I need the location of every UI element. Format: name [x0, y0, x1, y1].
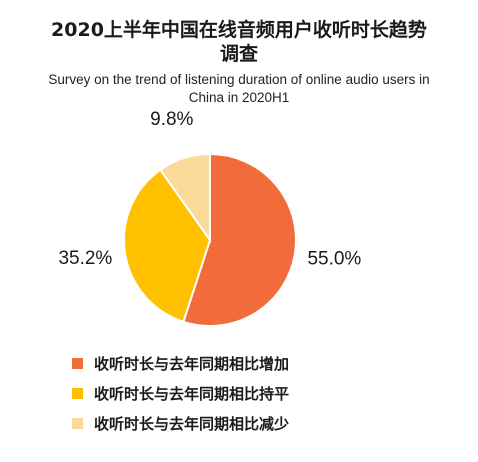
slice-increase [182, 152, 297, 327]
data-label-increase: 55.0% [307, 249, 361, 270]
chart-subtitle-line-1: Survey on the trend of listening duratio… [48, 72, 430, 87]
legend-label-decrease: 收听时长与去年同期相比减少 [94, 414, 290, 433]
legend-item-increase: 收听时长与去年同期相比增加 [72, 348, 432, 378]
legend-item-flat: 收听时长与去年同期相比持平 [72, 378, 432, 408]
chart-title: 2020上半年中国在线音频用户收听时长趋势 调查 [0, 18, 478, 66]
slice-flat [123, 168, 212, 324]
data-label-flat: 35.2% [58, 248, 112, 269]
chart-legend: 收听时长与去年同期相比增加 收听时长与去年同期相比持平 收听时长与去年同期相比减… [72, 348, 432, 438]
data-label-decrease: 9.8% [150, 109, 193, 130]
legend-item-decrease: 收听时长与去年同期相比减少 [72, 408, 432, 438]
chart-subtitle: Survey on the trend of listening duratio… [0, 71, 478, 107]
legend-label-increase: 收听时长与去年同期相比增加 [94, 354, 290, 373]
legend-swatch-decrease [72, 417, 83, 429]
slice-decrease [158, 152, 211, 244]
legend-swatch-flat [72, 387, 83, 399]
legend-label-flat: 收听时长与去年同期相比持平 [94, 384, 290, 403]
chart-title-line-2: 调查 [219, 43, 258, 65]
chart-subtitle-line-2: China in 2020H1 [188, 90, 290, 105]
chart-title-line-1: 2020上半年中国在线音频用户收听时长趋势 [51, 19, 427, 41]
legend-swatch-increase [72, 357, 83, 369]
